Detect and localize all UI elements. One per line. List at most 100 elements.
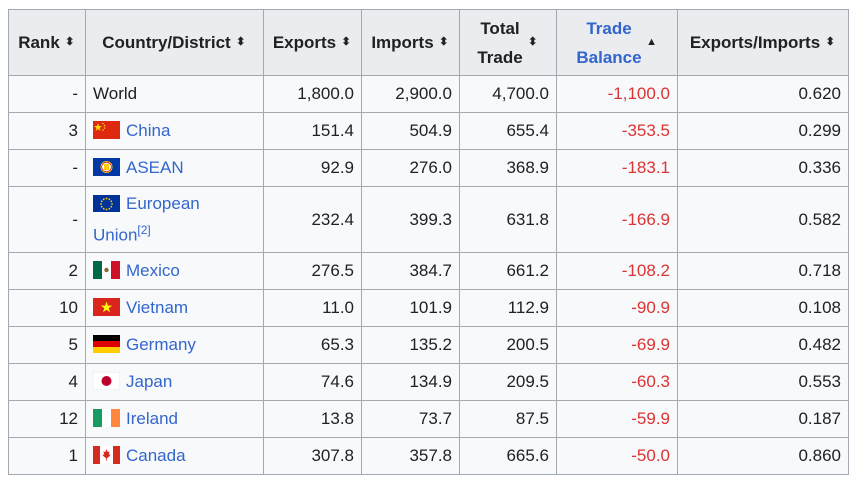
japan-flag-icon	[93, 372, 120, 390]
country-cell: China	[85, 112, 264, 150]
country-link[interactable]: Ireland	[126, 409, 178, 428]
ratio-header[interactable]: Exports/Imports ⬍	[677, 9, 849, 76]
trade-balance-cell: -183.1	[556, 149, 678, 187]
ratio-cell: 0.299	[677, 112, 849, 150]
total-trade-cell: 368.9	[459, 149, 557, 187]
imports-cell: 399.3	[361, 186, 460, 253]
trade-balance-cell: -166.9	[556, 186, 678, 253]
country-link[interactable]: Mexico	[126, 261, 180, 280]
total-trade-cell: 200.5	[459, 326, 557, 364]
ratio-cell: 0.620	[677, 75, 849, 113]
exports-header[interactable]: Exports ⬍	[263, 9, 362, 76]
country-link[interactable]: Vietnam	[126, 298, 189, 317]
exports-cell: 13.8	[263, 400, 362, 438]
total-trade-cell: 87.5	[459, 400, 557, 438]
exports-cell: 74.6	[263, 363, 362, 401]
table-row: 3 China 151.4 504.9 655.4 -353.5 0.299	[8, 112, 849, 150]
footnote-link[interactable]: [2]	[137, 223, 151, 238]
trade-balance-cell: -1,100.0	[556, 75, 678, 113]
ratio-cell: 0.108	[677, 289, 849, 327]
country-cell: European Union[2]	[85, 186, 264, 253]
trade-balance-cell: -353.5	[556, 112, 678, 150]
country-link[interactable]: China	[126, 121, 171, 140]
country-cell: Germany	[85, 326, 264, 364]
country-link[interactable]: ASEAN	[126, 158, 184, 177]
china-flag-icon	[93, 121, 120, 139]
table-row: 10 Vietnam 11.0 101.9 112.9 -90.9 0.108	[8, 289, 849, 327]
country-cell: ASEAN	[85, 149, 264, 187]
table-row: 5 Germany 65.3 135.2 200.5 -69.9 0.482	[8, 326, 849, 364]
country-label: World	[93, 84, 138, 103]
exports-cell: 1,800.0	[263, 75, 362, 113]
rank-cell: 1	[8, 437, 86, 475]
country-header[interactable]: Country/District ⬍	[85, 9, 264, 76]
country-link[interactable]: Canada	[126, 446, 186, 465]
exports-cell: 11.0	[263, 289, 362, 327]
exports-cell: 307.8	[263, 437, 362, 475]
imports-cell: 135.2	[361, 326, 460, 364]
imports-cell: 134.9	[361, 363, 460, 401]
country-cell: Canada	[85, 437, 264, 475]
total-trade-cell: 661.2	[459, 252, 557, 290]
total-trade-header[interactable]: Total Trade ⬍	[459, 9, 557, 76]
exports-cell: 65.3	[263, 326, 362, 364]
country-link[interactable]: Japan	[126, 372, 173, 391]
sort-both-icon: ⬍	[236, 36, 246, 48]
imports-cell: 384.7	[361, 252, 460, 290]
ratio-cell: 0.482	[677, 326, 849, 364]
table-row: 4 Japan 74.6 134.9 209.5 -60.3 0.553	[8, 363, 849, 401]
ratio-cell: 0.582	[677, 186, 849, 253]
total-trade-cell: 655.4	[459, 112, 557, 150]
sort-ascending-icon: ▲	[646, 36, 658, 48]
country-cell: World	[85, 75, 264, 113]
trade-balance-cell: -59.9	[556, 400, 678, 438]
table-row: - European Union[2] 232.4 399.3 631.8 -166.9 0.…	[8, 186, 849, 253]
canada-flag-icon	[93, 446, 120, 464]
table-row: 2 Mexico 276.5 384.7 661.2 -108.2 0.718	[8, 252, 849, 290]
ireland-flag-icon	[93, 409, 120, 427]
country-cell: Mexico	[85, 252, 264, 290]
total-trade-cell: 631.8	[459, 186, 557, 253]
rank-cell: -	[8, 75, 86, 113]
table-row: - ASEAN 92.9 276.0 368.9 -183.1 0.336	[8, 149, 849, 187]
imports-cell: 504.9	[361, 112, 460, 150]
sort-both-icon: ⬍	[825, 36, 835, 48]
sort-both-icon: ⬍	[65, 36, 75, 48]
imports-cell: 276.0	[361, 149, 460, 187]
trade-balance-cell: -108.2	[556, 252, 678, 290]
trade-balance-cell: -50.0	[556, 437, 678, 475]
imports-cell: 101.9	[361, 289, 460, 327]
sort-both-icon: ⬍	[341, 36, 351, 48]
country-cell: Japan	[85, 363, 264, 401]
table-row: 1 Canada 307.8 357.8 665.6 -50.0 0.860	[8, 437, 849, 475]
imports-cell: 357.8	[361, 437, 460, 475]
sort-both-icon: ⬍	[528, 36, 538, 48]
header-row: Rank ⬍ Country/District ⬍ Exports ⬍ Imports…	[8, 9, 849, 76]
rank-cell: 2	[8, 252, 86, 290]
rank-cell: 4	[8, 363, 86, 401]
trade-balance-cell: -69.9	[556, 326, 678, 364]
trade-balance-header[interactable]: Trade Balance ▲	[556, 9, 678, 76]
country-link[interactable]: European Union	[93, 194, 200, 245]
rank-cell: 3	[8, 112, 86, 150]
exports-cell: 276.5	[263, 252, 362, 290]
table-row: - World 1,800.0 2,900.0 4,700.0 -1,100.0 0.620	[8, 75, 849, 113]
rank-cell: 5	[8, 326, 86, 364]
sort-both-icon: ⬍	[439, 36, 449, 48]
ratio-cell: 0.718	[677, 252, 849, 290]
imports-cell: 2,900.0	[361, 75, 460, 113]
country-cell: Vietnam	[85, 289, 264, 327]
total-trade-cell: 209.5	[459, 363, 557, 401]
exports-cell: 151.4	[263, 112, 362, 150]
trade-balance-cell: -90.9	[556, 289, 678, 327]
imports-header[interactable]: Imports ⬍	[361, 9, 460, 76]
asean-flag-icon	[93, 158, 120, 176]
exports-cell: 232.4	[263, 186, 362, 253]
trade-balance-cell: -60.3	[556, 363, 678, 401]
rank-header[interactable]: Rank ⬍	[8, 9, 86, 76]
germany-flag-icon	[93, 335, 120, 353]
country-link[interactable]: Germany	[126, 335, 196, 354]
ratio-cell: 0.553	[677, 363, 849, 401]
total-trade-cell: 112.9	[459, 289, 557, 327]
table-row: 12 Ireland 13.8 73.7 87.5 -59.9 0.187	[8, 400, 849, 438]
